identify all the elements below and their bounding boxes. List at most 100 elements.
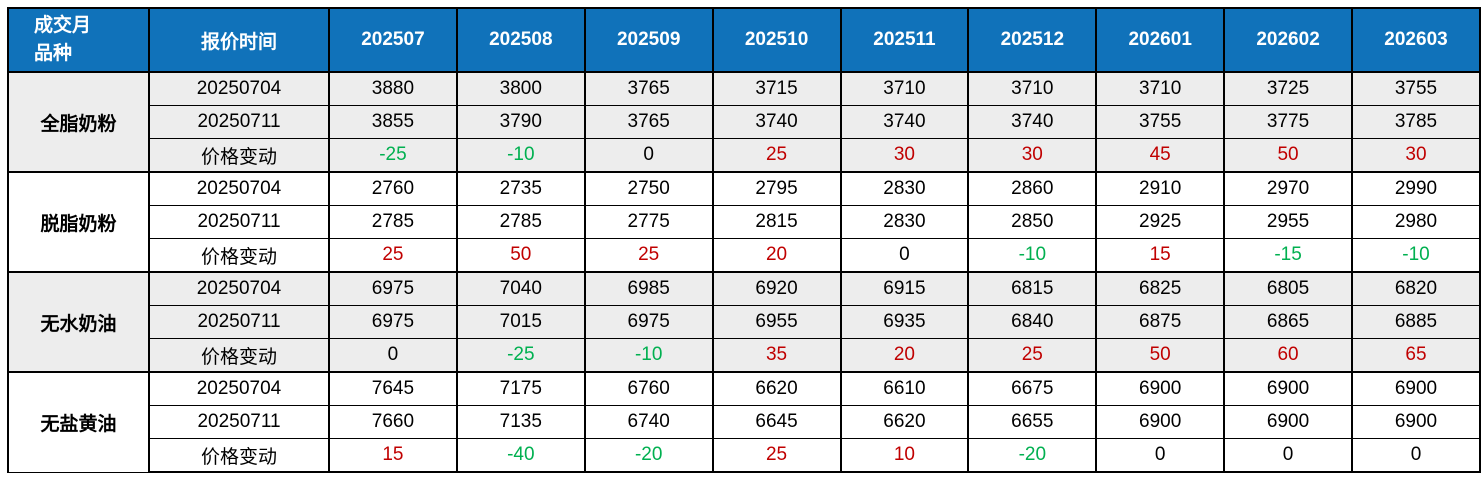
- price-cell: 6915: [839, 271, 970, 306]
- price-cell: 2830: [839, 205, 970, 239]
- price-change-cell: -25: [455, 338, 586, 373]
- table-row: 20250711 2785 2785 2775 2815 2830 2850 2925 2955…: [8, 205, 1481, 239]
- price-cell: 6975: [583, 305, 714, 339]
- price-change-cell: -10: [455, 138, 586, 173]
- table-row: 价格变动 -25 -10 0 25 30 30 45 50 30: [8, 138, 1481, 173]
- corner-header-line2: 品种: [34, 43, 73, 64]
- product-name: 脱脂奶粉: [7, 171, 150, 273]
- price-change-cell: 0: [583, 138, 714, 173]
- table-row: 20250711 7660 7135 6740 6645 6620 6655 6900 6900…: [8, 405, 1481, 439]
- price-cell: 3755: [1095, 105, 1226, 139]
- price-change-row-label: 价格变动: [148, 238, 330, 273]
- price-cell: 2830: [839, 171, 970, 206]
- price-change-cell: 0: [1351, 438, 1481, 473]
- quote-date-label: 20250711: [148, 205, 330, 239]
- table-row: 20250711 3855 3790 3765 3740 3740 3740 3755 3775…: [8, 105, 1481, 139]
- price-cell: 6825: [1095, 271, 1226, 306]
- price-cell: 3880: [328, 71, 458, 106]
- quote-date-label: 20250711: [148, 305, 330, 339]
- price-cell: 7660: [328, 405, 458, 439]
- month-column-header-202512: 202512: [967, 7, 1098, 73]
- price-change-cell: 50: [455, 238, 586, 273]
- price-change-cell: 30: [967, 138, 1098, 173]
- price-cell: 3855: [328, 105, 458, 139]
- quote-date-label: 20250711: [148, 405, 330, 439]
- price-change-cell: 25: [711, 138, 842, 173]
- price-cell: 7645: [328, 371, 458, 406]
- price-change-row-label: 价格变动: [148, 138, 330, 173]
- price-cell: 2990: [1351, 171, 1481, 206]
- month-column-header-202603: 202603: [1351, 7, 1481, 73]
- price-cell: 3785: [1351, 105, 1481, 139]
- price-change-cell: -10: [583, 338, 714, 373]
- price-cell: 2735: [455, 171, 586, 206]
- price-cell: 3740: [711, 105, 842, 139]
- price-cell: 6885: [1351, 305, 1481, 339]
- price-cell: 6955: [711, 305, 842, 339]
- price-cell: 6815: [967, 271, 1098, 306]
- price-change-cell: 20: [711, 238, 842, 273]
- price-change-cell: 15: [328, 438, 458, 473]
- month-column-header-202508: 202508: [455, 7, 586, 73]
- price-cell: 3710: [1095, 71, 1226, 106]
- price-cell: 3715: [711, 71, 842, 106]
- price-cell: 6935: [839, 305, 970, 339]
- price-cell: 6900: [1095, 405, 1226, 439]
- price-cell: 6820: [1351, 271, 1481, 306]
- price-cell: 2955: [1223, 205, 1353, 239]
- corner-header-cell: 成交月 品种: [7, 7, 150, 73]
- price-change-cell: 50: [1223, 138, 1353, 173]
- price-cell: 6900: [1223, 405, 1353, 439]
- price-change-cell: 25: [711, 438, 842, 473]
- price-cell: 3740: [839, 105, 970, 139]
- price-change-cell: 15: [1095, 238, 1226, 273]
- price-change-cell: 25: [967, 338, 1098, 373]
- table-row: 价格变动 0 -25 -10 35 20 25 50 60 65: [8, 338, 1481, 373]
- price-cell: 6900: [1095, 371, 1226, 406]
- price-cell: 7175: [455, 371, 586, 406]
- product-name: 全脂奶粉: [7, 71, 150, 173]
- month-column-header-202601: 202601: [1095, 7, 1226, 73]
- table-row: 无水奶油 20250704 6975 7040 6985 6920 6915 6815 6825…: [7, 271, 1481, 373]
- price-change-cell: -40: [455, 438, 586, 473]
- price-cell: 7015: [455, 305, 586, 339]
- month-column-header-202507: 202507: [328, 7, 458, 73]
- price-change-cell: -20: [583, 438, 714, 473]
- price-cell: 2860: [967, 171, 1098, 206]
- quote-date-label: 20250704: [148, 171, 330, 206]
- table-row: 脱脂奶粉 20250704 2760 2735 2750 2795 2830 2860 2910…: [7, 171, 1481, 273]
- price-cell: 2850: [967, 205, 1098, 239]
- price-change-cell: 60: [1223, 338, 1353, 373]
- price-cell: 6620: [839, 405, 970, 439]
- price-cell: 6740: [583, 405, 714, 439]
- price-cell: 2925: [1095, 205, 1226, 239]
- month-column-header-202509: 202509: [583, 7, 714, 73]
- price-change-cell: 20: [839, 338, 970, 373]
- price-change-cell: 30: [1351, 138, 1481, 173]
- price-cell: 6865: [1223, 305, 1353, 339]
- price-change-cell: 0: [839, 238, 970, 273]
- price-cell: 6645: [711, 405, 842, 439]
- price-change-row-label: 价格变动: [148, 338, 330, 373]
- quote-time-column-header: 报价时间: [148, 7, 330, 73]
- product-name: 无盐黄油: [7, 371, 150, 473]
- price-cell: 2980: [1351, 205, 1481, 239]
- price-change-cell: 0: [1223, 438, 1353, 473]
- price-cell: 2775: [583, 205, 714, 239]
- price-cell: 3740: [967, 105, 1098, 139]
- quote-date-label: 20250711: [148, 105, 330, 139]
- price-change-cell: 45: [1095, 138, 1226, 173]
- price-cell: 6920: [711, 271, 842, 306]
- price-cell: 6900: [1351, 371, 1481, 406]
- month-column-header-202511: 202511: [839, 7, 970, 73]
- quote-date-label: 20250704: [148, 71, 330, 106]
- price-cell: 3725: [1223, 71, 1353, 106]
- price-cell: 3775: [1223, 105, 1353, 139]
- price-cell: 6975: [328, 305, 458, 339]
- price-cell: 6985: [583, 271, 714, 306]
- price-cell: 3790: [455, 105, 586, 139]
- price-cell: 2970: [1223, 171, 1353, 206]
- table-body: 全脂奶粉 20250704 3880 3800 3765 3715 3710 3710 3710…: [7, 71, 1481, 473]
- price-cell: 6675: [967, 371, 1098, 406]
